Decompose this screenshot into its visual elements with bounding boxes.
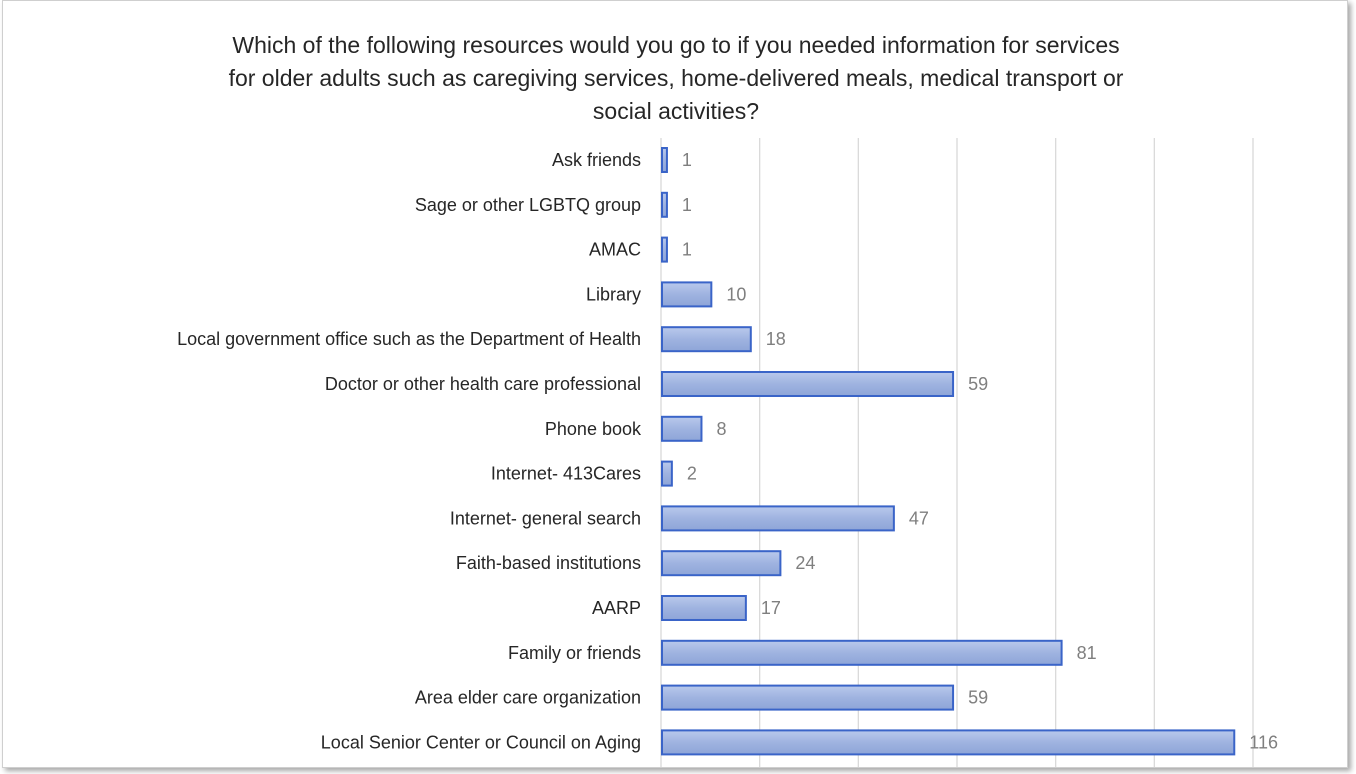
value-label: 59 — [968, 374, 988, 394]
bar — [661, 415, 703, 442]
bar — [661, 236, 668, 263]
gridlines — [660, 138, 1254, 767]
category-label: Doctor or other health care professional — [325, 374, 641, 394]
value-label: 116 — [1249, 732, 1278, 752]
value-label: 1 — [682, 240, 692, 260]
bar — [661, 505, 895, 532]
category-label: Ask friends — [552, 150, 641, 170]
bars — [661, 147, 1236, 756]
bar — [661, 595, 747, 621]
bar — [661, 684, 955, 711]
value-label: 47 — [909, 508, 929, 528]
category-label: AMAC — [589, 240, 641, 260]
bar-chart-plot: Ask friends Sage or other LGBTQ group AMAC… — [177, 138, 1278, 767]
bar — [661, 460, 673, 487]
value-label: 24 — [795, 553, 815, 573]
category-label: Library — [586, 284, 641, 304]
value-label: 8 — [716, 419, 726, 439]
bar — [661, 550, 782, 577]
category-label: Phone book — [545, 419, 642, 439]
value-label: 81 — [1077, 643, 1097, 663]
category-label: Local Senior Center or Council on Aging — [321, 732, 641, 752]
category-label: AARP — [592, 598, 641, 618]
value-label: 1 — [682, 195, 692, 215]
value-label: 18 — [766, 329, 786, 349]
bar — [661, 281, 713, 308]
value-label: 1 — [682, 150, 692, 170]
category-label: Internet- general search — [450, 508, 641, 528]
value-label: 10 — [726, 284, 746, 304]
value-label: 17 — [761, 598, 781, 618]
bar — [661, 326, 752, 353]
value-label: 2 — [687, 464, 697, 484]
category-label: Family or friends — [508, 643, 641, 663]
bar — [661, 639, 1063, 666]
category-label: Internet- 413Cares — [491, 464, 641, 484]
bar — [661, 147, 668, 173]
category-label: Area elder care organization — [415, 688, 641, 708]
bar — [661, 729, 1236, 756]
bar — [661, 191, 668, 218]
bar — [661, 371, 955, 397]
value-label: 59 — [968, 688, 988, 708]
chart-title: Which of the following resources would y… — [228, 32, 1124, 124]
category-labels: Ask friends Sage or other LGBTQ group AMAC… — [177, 150, 642, 752]
value-labels: 1 1 1 10 18 59 8 2 47 24 17 81 59 116 — [682, 150, 1278, 752]
category-label: Local government office such as the Depa… — [177, 329, 641, 349]
category-label: Sage or other LGBTQ group — [415, 195, 641, 215]
category-label: Faith-based institutions — [456, 553, 641, 573]
